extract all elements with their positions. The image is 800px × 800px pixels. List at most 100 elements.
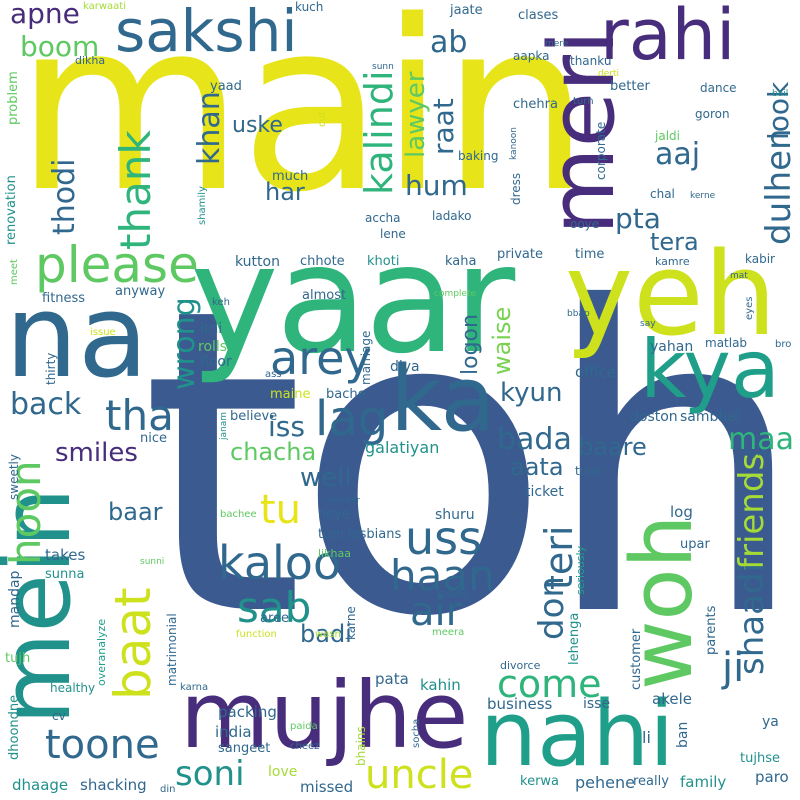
word-pta: pta [615, 202, 661, 235]
word-paro: paro [755, 768, 789, 786]
word-keh: keh [212, 297, 230, 308]
word-love: love [268, 764, 298, 780]
word-dulhen: dulhen [759, 128, 799, 245]
word-hum: hum [405, 169, 468, 202]
word-much: much [272, 169, 309, 184]
word-dance: dance [700, 81, 737, 95]
word-eyes: eyes [744, 296, 755, 320]
word-issue: issue [90, 327, 116, 338]
word-thank: thank [111, 130, 160, 250]
word-akele: akele [652, 690, 692, 708]
word-karne: karne [344, 606, 358, 640]
word-yeh: yeh [565, 228, 777, 362]
word-uss: uss [405, 511, 483, 565]
word-jaldi: jaldi [655, 129, 680, 143]
word-ab: ab [430, 25, 468, 60]
word-meet: meet [9, 259, 20, 285]
word-karwaati: karwaati [83, 1, 126, 12]
word-upar: upar [680, 537, 710, 552]
word-kahin: kahin [420, 676, 461, 694]
word-tu: tu [260, 487, 302, 533]
word-main: main [15, 0, 590, 244]
word-kalindi: kalindi [357, 70, 401, 195]
word-waise: waise [488, 306, 516, 375]
word-almost: almost [302, 288, 347, 303]
word-kanoon: kanoon [509, 127, 519, 160]
word-paida: paida [290, 721, 318, 732]
word-renovation: renovation [4, 175, 19, 245]
word-clases: clases [518, 8, 559, 23]
word-ladako: ladako [432, 209, 472, 223]
word-mandap: mandap [7, 570, 23, 628]
word-baat: baat [104, 587, 162, 700]
word-lawyer: lawyer [401, 71, 431, 159]
word-family: family [680, 773, 727, 791]
word-pata: pata [375, 670, 409, 688]
word-marriage: marriage [359, 330, 373, 385]
word-made: made [437, 587, 469, 600]
word-ya: ya [762, 714, 779, 730]
word-india: india [215, 723, 252, 741]
word-shaadi: shaadi [732, 563, 772, 675]
word-floor: floor [200, 354, 232, 370]
word-baking: baking [458, 149, 499, 163]
word-tujhse: tujhse [740, 751, 780, 766]
word-anyway: anyway [115, 284, 166, 299]
word-customer: customer [629, 628, 644, 690]
word-really: really [633, 774, 669, 789]
word-kerne: kerne [690, 191, 716, 201]
word-healthy: healthy [50, 681, 96, 695]
word-har: har [265, 178, 305, 206]
word-lehenga: lehenga [567, 612, 582, 665]
word-dress: dress [509, 172, 523, 205]
word-hoye: hoye [318, 507, 350, 522]
word-rolls: rolls [198, 339, 228, 355]
word-ka: ka [390, 347, 496, 452]
word-yaad: yaad [210, 79, 242, 94]
word-raat: raat [427, 98, 460, 155]
word-say: say [640, 319, 656, 329]
word-believe: believe [230, 409, 278, 424]
word-cut: cut [317, 111, 328, 127]
word-yaar: yaar [190, 213, 515, 387]
word-missed: missed [300, 778, 354, 796]
word-bhains: bhains [354, 726, 368, 766]
word-isse: isse [583, 696, 611, 712]
word-ooye: ooye [570, 217, 600, 231]
word-office: office [575, 363, 617, 381]
word-boom: boom [20, 30, 100, 63]
word-chacha: chacha [230, 438, 317, 466]
word-private: private [497, 247, 543, 262]
word-takes: takes [45, 546, 86, 564]
word-jaate: jaate [450, 3, 483, 18]
word-maa: maa [728, 422, 794, 457]
word-uske: uske [232, 113, 283, 138]
word-thodi: thodi [47, 158, 82, 235]
word-khoti: khoti [367, 254, 400, 269]
word-cv: cv [52, 709, 66, 723]
word-baare: baare [578, 433, 647, 461]
word-smiles: smiles [55, 438, 138, 468]
word-turn: turn [573, 96, 594, 107]
word-goron: goron [695, 107, 730, 121]
word-chhote: chhote [300, 254, 345, 269]
word-likhaa: likhaa [318, 547, 351, 560]
word-sweetly: sweetly [7, 454, 21, 500]
word-tera: tera [650, 228, 699, 256]
word-corporate: corporate [594, 121, 608, 180]
word-shamily: shamily [197, 186, 208, 225]
word-number: number [325, 496, 361, 506]
word-kya: kya [640, 323, 780, 416]
word-kaloo: kaloo [218, 536, 342, 590]
word-dhoondne: dhoondne [7, 694, 22, 760]
word-socha: socha [411, 718, 422, 748]
word-sakshi: sakshi [115, 0, 298, 65]
word-divorce: divorce [500, 659, 541, 672]
word-aapka: aapka [513, 49, 550, 63]
word-arey: arey [270, 331, 372, 385]
word-rahi: rahi [600, 0, 736, 76]
word-cheez: cheez [290, 741, 320, 752]
word-bail: bail [772, 89, 789, 99]
word-yahan: yahan [650, 339, 694, 355]
word-please: please [35, 236, 199, 294]
